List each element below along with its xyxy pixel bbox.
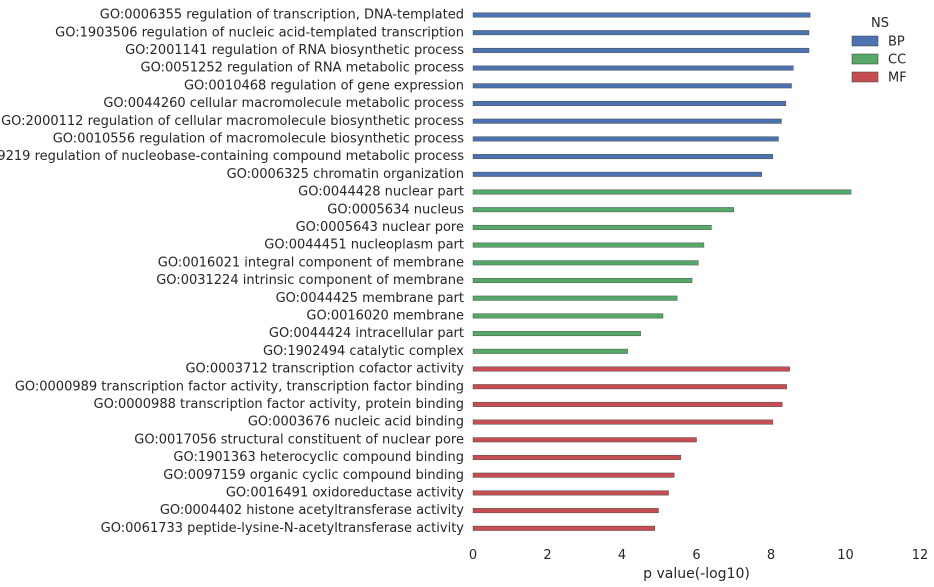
x-tick-label: 2 xyxy=(543,548,551,563)
category-label: GO:0051252 regulation of RNA metabolic p… xyxy=(141,61,465,76)
bar-mf xyxy=(472,525,655,531)
bar-bp xyxy=(472,136,779,142)
bar-mf xyxy=(472,419,774,425)
category-label: GO:0044451 nucleoplasm part xyxy=(264,238,464,253)
bar-mf xyxy=(472,366,790,372)
category-label: GO:0005643 nuclear pore xyxy=(296,220,464,235)
category-label: GO:0005634 nucleus xyxy=(327,202,464,217)
bar-bp xyxy=(472,47,810,53)
bar-mf xyxy=(472,472,675,478)
legend: NS BP CC MF xyxy=(851,16,907,86)
legend-swatch-mf xyxy=(851,71,879,83)
x-tick-label: 4 xyxy=(618,548,626,563)
bar-bp xyxy=(472,65,794,71)
bar-mf xyxy=(472,384,787,390)
bar-cc xyxy=(472,242,705,248)
category-label: GO:0003712 transcription cofactor activi… xyxy=(185,362,464,377)
bar-bp xyxy=(472,30,810,36)
bar-mf xyxy=(472,490,669,496)
category-label: GO:0016491 oxidoreductase activity xyxy=(226,486,464,501)
bar-cc xyxy=(472,313,664,319)
bar-cc xyxy=(472,224,712,230)
bar-mf xyxy=(472,437,697,443)
category-label: GO:0019219 regulation of nucleobase-cont… xyxy=(0,149,464,164)
category-label: GO:2000112 regulation of cellular macrom… xyxy=(1,114,464,129)
category-label: GO:0044425 membrane part xyxy=(276,291,464,306)
bar-cc xyxy=(472,295,678,301)
category-label: GO:0031224 intrinsic component of membra… xyxy=(156,273,464,288)
category-label: GO:1903506 regulation of nucleic acid-te… xyxy=(55,25,464,40)
category-label: GO:0044428 nuclear part xyxy=(298,185,464,200)
category-label: GO:0016020 membrane xyxy=(306,309,464,324)
bar-mf xyxy=(472,455,682,460)
bar-bp xyxy=(472,101,787,106)
bar-mf xyxy=(472,508,659,514)
bar-bp xyxy=(472,171,762,177)
legend-swatch-cc xyxy=(851,53,879,65)
bar-cc xyxy=(472,348,628,354)
bar-bp xyxy=(472,154,774,160)
category-label: GO:0010468 regulation of gene expression xyxy=(184,78,464,93)
legend-entries: BP CC MF xyxy=(851,35,907,86)
bar-mf xyxy=(472,401,783,407)
x-tick-label: 10 xyxy=(837,548,854,563)
bar-bp xyxy=(472,118,782,124)
bars-group xyxy=(472,12,852,531)
category-label: GO:0044424 intracellular part xyxy=(269,326,464,341)
bar-bp xyxy=(472,12,811,18)
x-tick-label: 12 xyxy=(912,548,929,563)
category-label: GO:0004402 histone acetyltransferase act… xyxy=(160,503,464,518)
category-label: GO:0061733 peptide-lysine-N-acetyltransf… xyxy=(101,521,465,536)
bar-cc xyxy=(472,207,734,213)
x-axis-ticks-group: 0 2 4 6 8 10 12 xyxy=(469,548,928,563)
category-label: GO:0097159 organic cyclic compound bindi… xyxy=(163,468,464,483)
legend-swatch-bp xyxy=(851,35,879,47)
legend-title: NS xyxy=(871,16,889,31)
category-label: GO:1901363 heterocyclic compound binding xyxy=(173,450,464,465)
x-tick-label: 8 xyxy=(767,548,775,563)
category-label: GO:2001141 regulation of RNA biosyntheti… xyxy=(125,43,464,58)
category-label: GO:0000988 transcription factor activity… xyxy=(94,397,465,412)
category-label: GO:0017056 structural constituent of nuc… xyxy=(134,432,464,447)
category-label: GO:0044260 cellular macromolecule metabo… xyxy=(103,96,464,111)
category-labels-group: GO:0006355 regulation of transcription, … xyxy=(0,8,464,536)
category-label: GO:0000989 transcription factor activity… xyxy=(15,379,464,394)
category-label: GO:0010556 regulation of macromolecule b… xyxy=(53,132,464,147)
legend-label-mf: MF xyxy=(888,71,907,86)
category-label: GO:0006355 regulation of transcription, … xyxy=(100,8,464,23)
category-label: GO:1902494 catalytic complex xyxy=(263,344,464,359)
bar-cc xyxy=(472,278,693,283)
category-label: GO:0016021 integral component of membran… xyxy=(158,255,464,270)
bar-cc xyxy=(472,189,852,195)
category-label: GO:0006325 chromatin organization xyxy=(227,167,464,182)
x-tick-label: 0 xyxy=(469,548,477,563)
bar-cc xyxy=(472,260,699,266)
x-tick-label: 6 xyxy=(692,548,700,563)
legend-label-cc: CC xyxy=(888,53,906,68)
category-label: GO:0003676 nucleic acid binding xyxy=(248,415,464,430)
bar-bp xyxy=(472,83,792,89)
legend-label-bp: BP xyxy=(888,35,905,50)
x-axis-title: p value(-log10) xyxy=(643,566,750,582)
bar-cc xyxy=(472,331,641,337)
